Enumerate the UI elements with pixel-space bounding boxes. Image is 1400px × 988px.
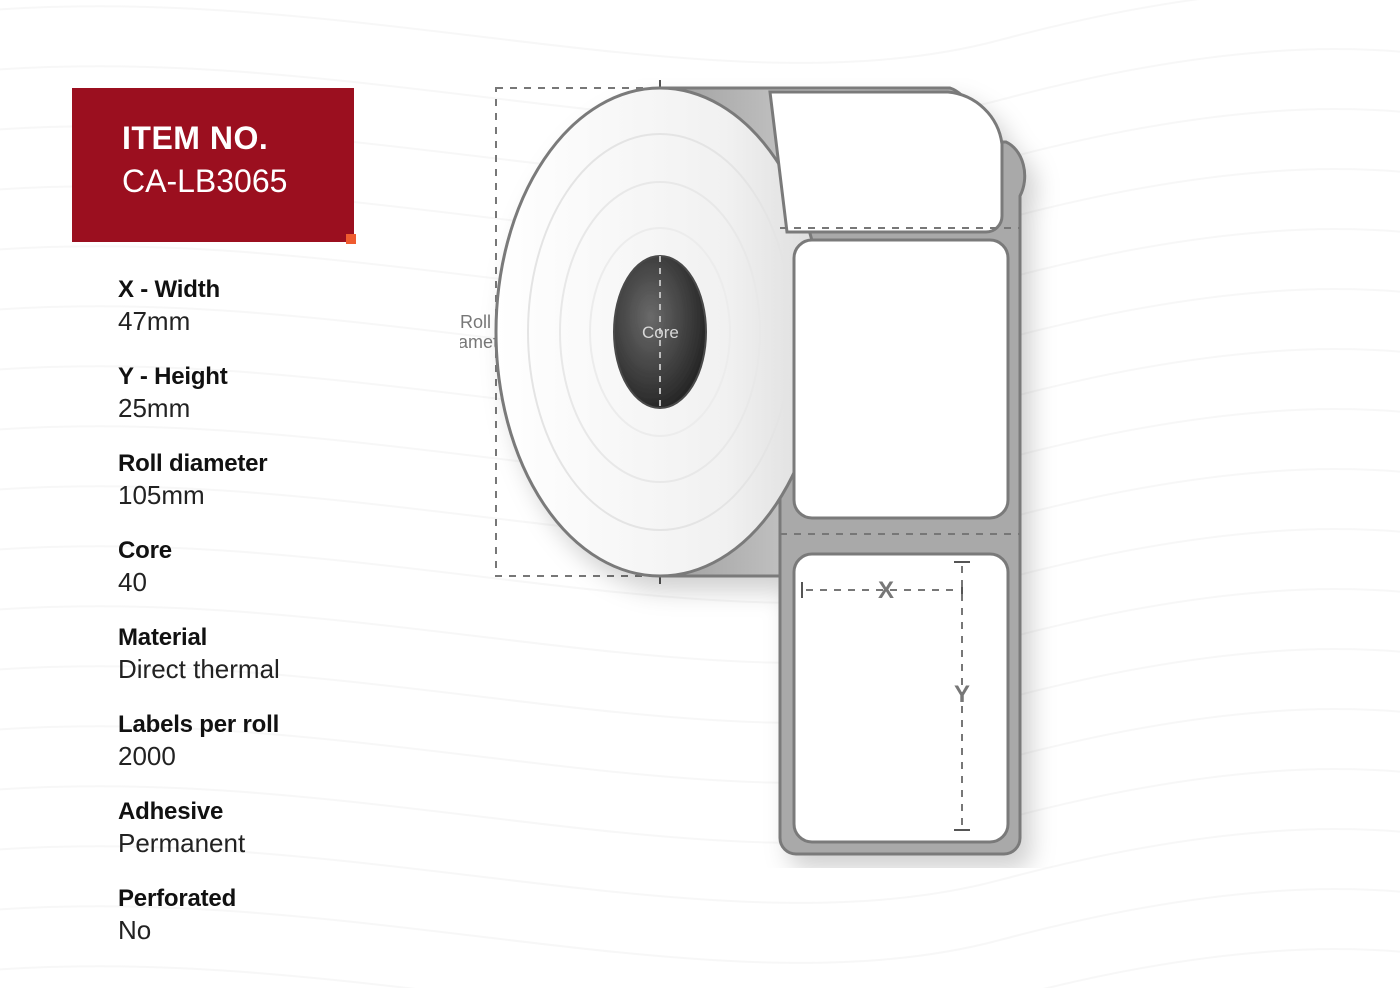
spec-perforated: Perforated No xyxy=(118,885,438,946)
item-no-title: ITEM NO. xyxy=(122,120,354,157)
spec-x-width: X - Width 47mm xyxy=(118,276,438,337)
spec-value: 105mm xyxy=(118,480,438,511)
spec-value: No xyxy=(118,915,438,946)
spec-label: X - Width xyxy=(118,276,438,304)
spec-value: 47mm xyxy=(118,306,438,337)
spec-label: Material xyxy=(118,624,438,652)
spec-adhesive: Adhesive Permanent xyxy=(118,798,438,859)
spec-roll-diameter: Roll diameter 105mm xyxy=(118,450,438,511)
roll-diameter-label-l1: Roll xyxy=(460,312,491,332)
spec-label: Roll diameter xyxy=(118,450,438,478)
spec-label: Adhesive xyxy=(118,798,438,826)
y-dim-label: Y xyxy=(954,681,970,708)
spec-core: Core 40 xyxy=(118,537,438,598)
spec-value: Direct thermal xyxy=(118,654,438,685)
item-no-code: CA-LB3065 xyxy=(122,163,354,200)
spec-label: Core xyxy=(118,537,438,565)
label-roll-diagram: Roll diameter Core xyxy=(460,78,1080,868)
spec-label: Labels per roll xyxy=(118,711,438,739)
x-dim-label: X xyxy=(878,577,894,604)
spec-value: Permanent xyxy=(118,828,438,859)
spec-label: Perforated xyxy=(118,885,438,913)
spec-value: 2000 xyxy=(118,741,438,772)
spec-value: 25mm xyxy=(118,393,438,424)
spec-labels-per-roll: Labels per roll 2000 xyxy=(118,711,438,772)
spec-value: 40 xyxy=(118,567,438,598)
spec-label: Y - Height xyxy=(118,363,438,391)
spec-list: X - Width 47mm Y - Height 25mm Roll diam… xyxy=(118,276,438,972)
core-label: Core xyxy=(642,323,679,342)
item-badge: ITEM NO. CA-LB3065 xyxy=(72,88,354,242)
spec-material: Material Direct thermal xyxy=(118,624,438,685)
spec-y-height: Y - Height 25mm xyxy=(118,363,438,424)
